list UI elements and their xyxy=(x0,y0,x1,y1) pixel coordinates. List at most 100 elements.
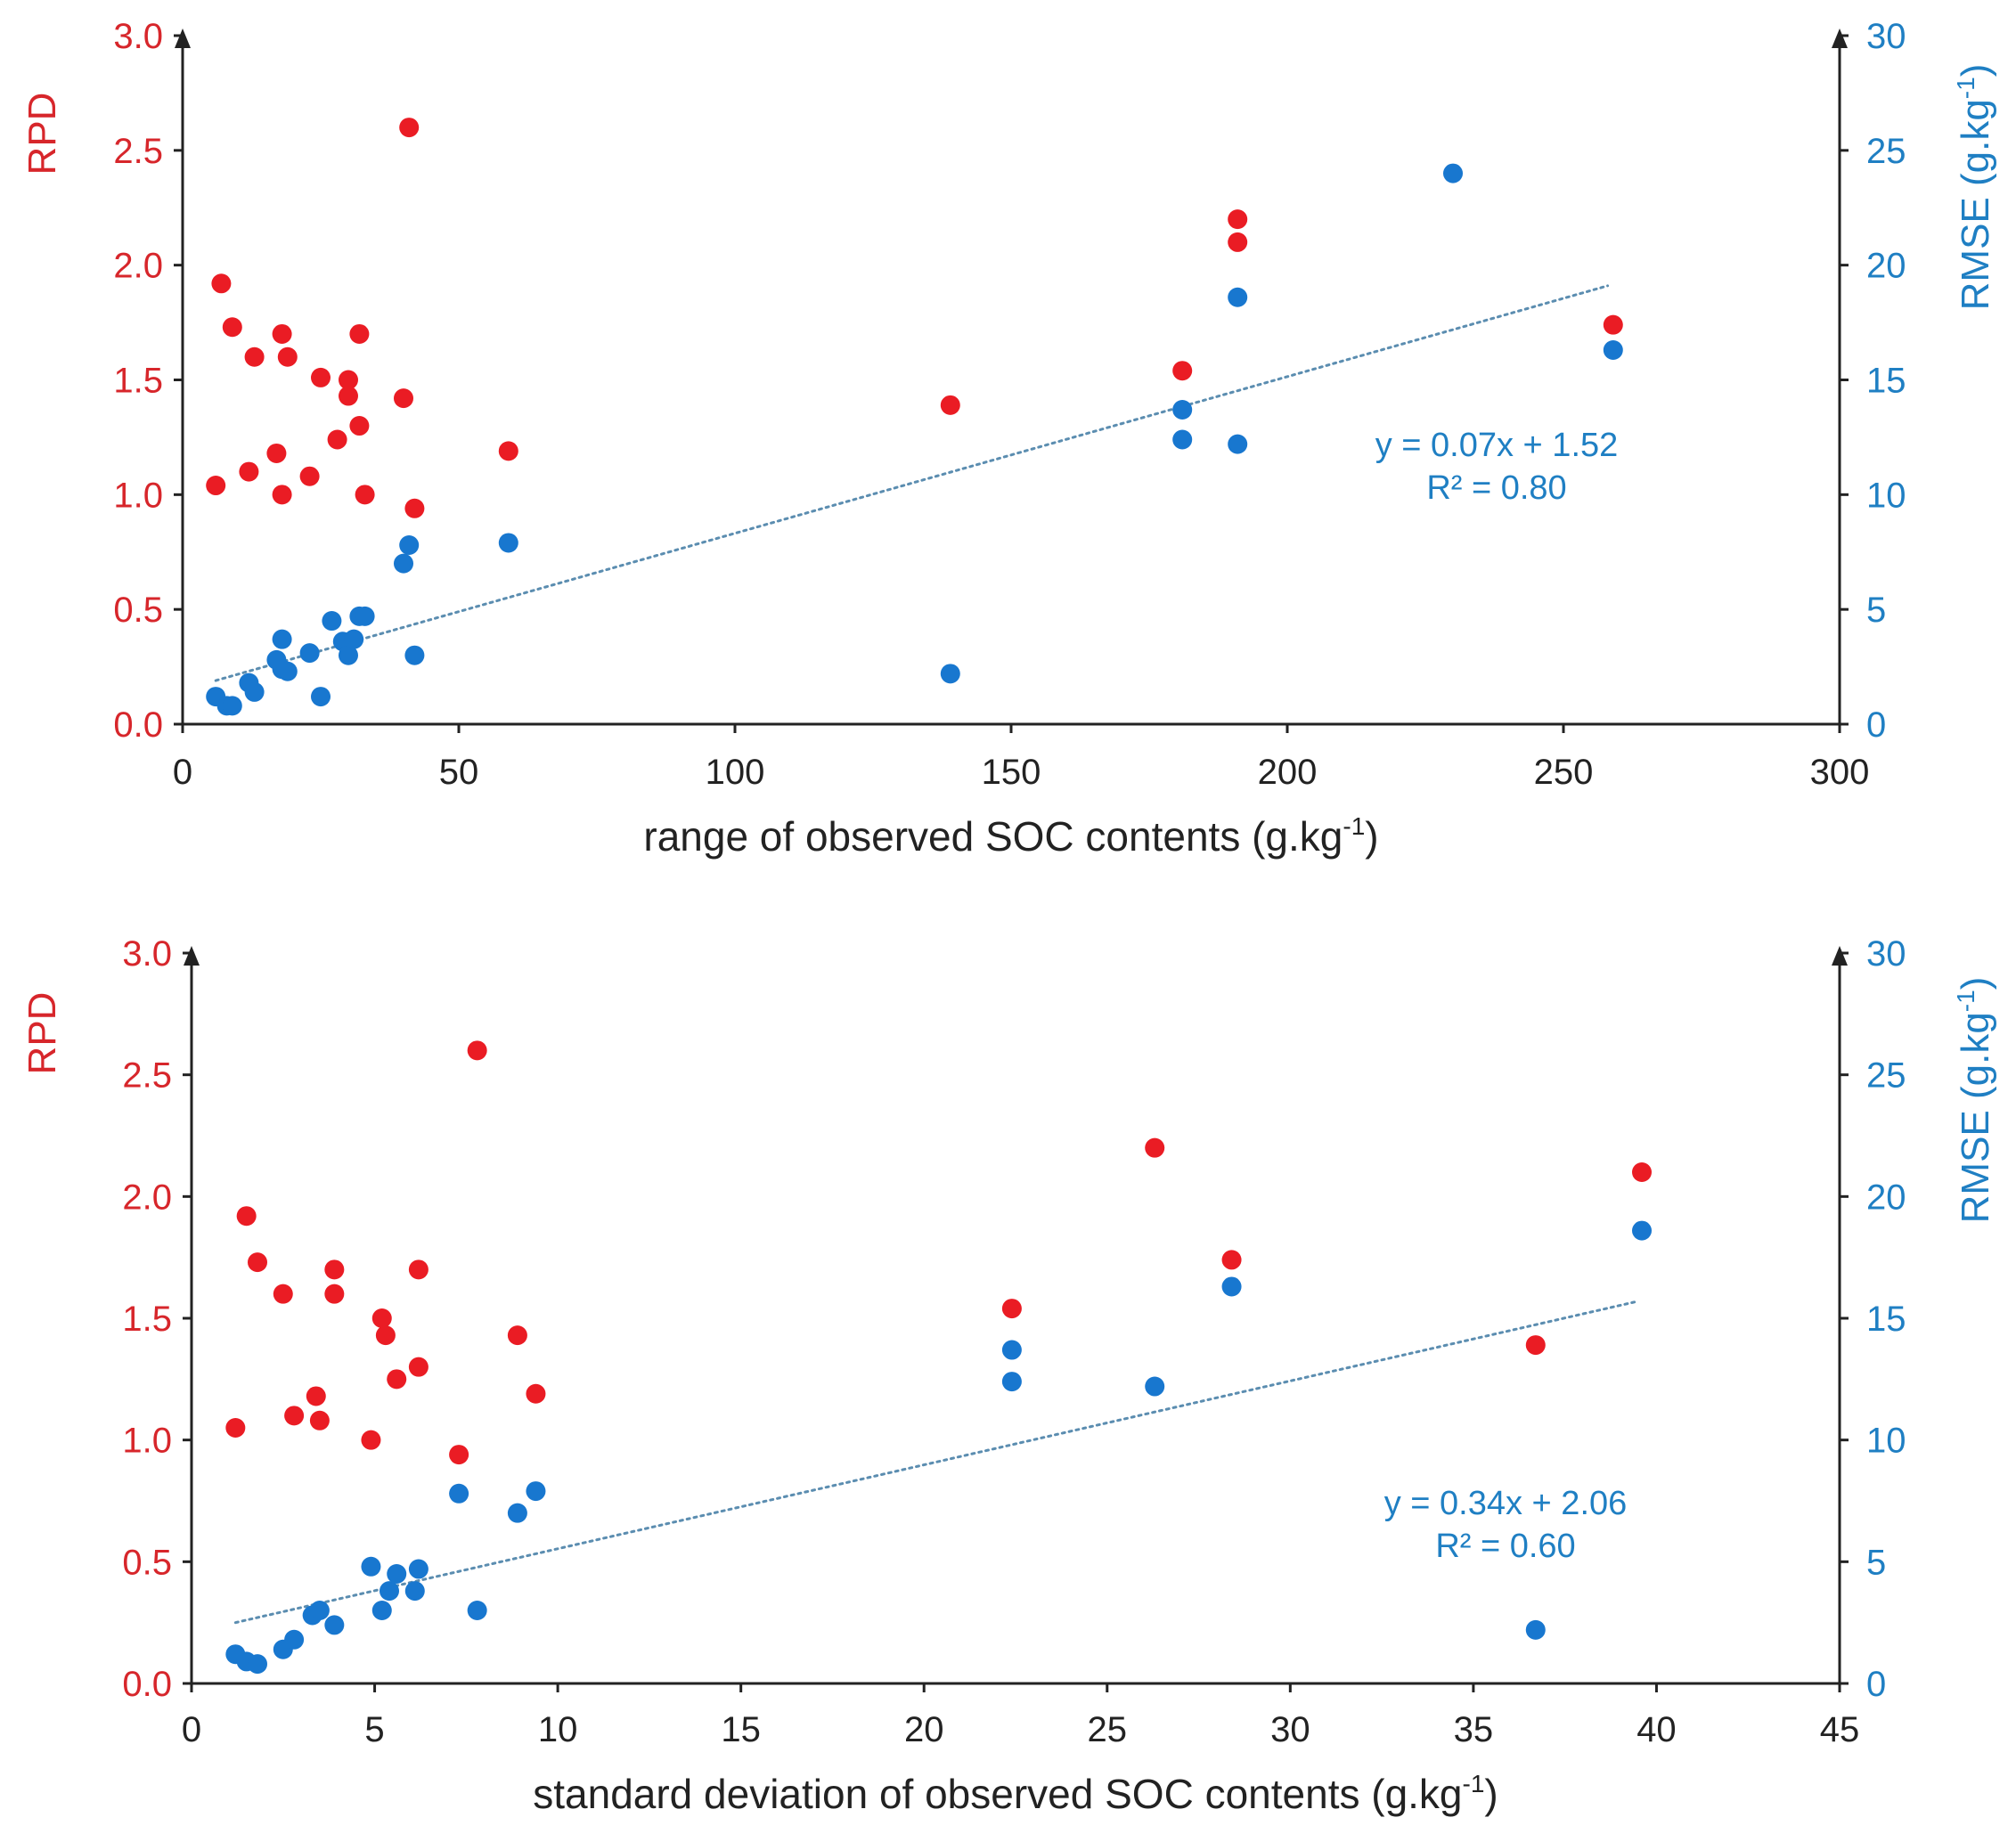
x-tick-label: 200 xyxy=(1258,753,1318,792)
chart-top: 0 50 100 150 200 250 300 0.0 0.5 1.0 1.5 2.0 2.5 3.0 0… xyxy=(20,17,1997,860)
rmse-point xyxy=(277,661,298,681)
rpd-point xyxy=(394,388,413,409)
rmse-point xyxy=(1228,287,1248,307)
y-left-tick-label: 2.5 xyxy=(113,132,163,171)
rmse-point xyxy=(387,1564,407,1584)
rmse-point xyxy=(394,553,413,574)
y-right-tick-label: 20 xyxy=(1866,1178,1906,1217)
y-left-tick-label: 0.0 xyxy=(122,1665,172,1704)
y-axis-left-label: RPD xyxy=(20,992,64,1075)
rmse-point xyxy=(399,535,420,556)
rmse-point xyxy=(371,1601,392,1620)
x-tick-label: 250 xyxy=(1534,753,1594,792)
y-left-tick-label: 1.5 xyxy=(113,362,163,401)
rmse-point xyxy=(322,611,342,632)
y-left-tick-label: 2.0 xyxy=(113,247,163,286)
rpd-point xyxy=(1172,361,1193,381)
rpd-point xyxy=(272,485,292,505)
rpd-point xyxy=(236,1206,257,1227)
rpd-point xyxy=(1632,1162,1652,1182)
rpd-point xyxy=(206,476,226,496)
rpd-point xyxy=(309,1410,330,1430)
rmse-point xyxy=(355,606,375,626)
rmse-point xyxy=(507,1503,527,1523)
y-left-tick-label: 0.5 xyxy=(122,1543,172,1582)
x-tick-label: 30 xyxy=(1270,1710,1310,1749)
rpd-point xyxy=(1145,1137,1165,1158)
rmse-point xyxy=(244,681,265,702)
rpd-point xyxy=(299,466,320,486)
rmse-point xyxy=(1603,340,1623,361)
rmse-point xyxy=(1001,1372,1022,1392)
y-right-tick-label: 5 xyxy=(1866,1543,1886,1582)
x-tick-label: 50 xyxy=(439,753,479,792)
y-left-tick-label: 1.0 xyxy=(122,1422,172,1461)
rmse-point xyxy=(1145,1376,1165,1397)
rpd-point xyxy=(387,1369,407,1390)
y-axis-right-arrow xyxy=(1832,946,1848,966)
y-right-tick-label: 30 xyxy=(1866,17,1906,56)
y-axis-right-label: RMSE (g.kg-1) xyxy=(1952,977,1997,1224)
rmse-point xyxy=(284,1629,305,1650)
x-tick-label: 5 xyxy=(364,1710,384,1749)
y-right-tick-label: 15 xyxy=(1866,362,1906,401)
x-tick-label: 45 xyxy=(1820,1710,1860,1749)
trendline xyxy=(233,1300,1640,1625)
rpd-point xyxy=(248,1252,267,1273)
rmse-point xyxy=(380,1581,399,1602)
trend-equation: y = 0.07x + 1.52 xyxy=(1375,427,1619,464)
rmse-point xyxy=(526,1481,546,1502)
y-right-tick-label: 0 xyxy=(1866,1665,1886,1704)
rpd-point xyxy=(371,1308,392,1328)
rpd-point xyxy=(211,273,232,294)
y-right-tick-label: 5 xyxy=(1866,591,1886,630)
rmse-point xyxy=(299,643,320,664)
rmse-point xyxy=(361,1556,381,1577)
y-right-tick-label: 10 xyxy=(1866,1422,1906,1461)
rpd-point xyxy=(1221,1250,1242,1270)
rpd-point xyxy=(349,416,370,436)
rmse-point xyxy=(1525,1619,1546,1640)
rmse-point xyxy=(344,629,364,649)
trend-equation: y = 0.34x + 2.06 xyxy=(1384,1485,1628,1522)
trend-r-squared: R² = 0.80 xyxy=(1426,469,1566,507)
rpd-point xyxy=(404,498,425,518)
y-left-tick-label: 2.5 xyxy=(122,1056,172,1096)
rmse-point xyxy=(404,645,425,665)
rpd-point xyxy=(339,370,358,390)
rmse-point xyxy=(339,645,358,665)
x-axis-label: standard deviation of observed SOC conte… xyxy=(533,1770,1498,1817)
x-tick-label: 100 xyxy=(706,753,765,792)
rmse-point xyxy=(467,1601,487,1620)
rpd-point xyxy=(940,395,960,415)
y-left-tick-label: 3.0 xyxy=(122,934,172,974)
y-right-tick-label: 25 xyxy=(1866,1056,1906,1096)
y-axis-left-label: RPD xyxy=(20,93,64,175)
rmse-point xyxy=(248,1654,267,1675)
x-tick-label: 40 xyxy=(1636,1710,1677,1749)
rmse-point xyxy=(940,664,960,684)
y-right-tick-label: 30 xyxy=(1866,934,1906,974)
y-left-tick-label: 2.0 xyxy=(122,1178,172,1217)
rmse-point xyxy=(272,629,292,649)
rpd-point xyxy=(349,323,370,344)
y-right-tick-label: 0 xyxy=(1866,705,1886,745)
rpd-point xyxy=(225,1418,246,1438)
x-tick-label: 10 xyxy=(538,1710,578,1749)
rmse-point xyxy=(311,687,331,707)
rpd-point xyxy=(1001,1299,1022,1319)
x-tick-label: 25 xyxy=(1088,1710,1128,1749)
rmse-point xyxy=(498,533,518,553)
x-tick-label: 300 xyxy=(1810,753,1870,792)
rpd-point xyxy=(399,118,420,138)
trend-r-squared: R² = 0.60 xyxy=(1435,1528,1575,1565)
rpd-point xyxy=(306,1386,326,1406)
x-tick-label: 0 xyxy=(182,1710,201,1749)
y-right-tick-label: 10 xyxy=(1866,476,1906,515)
rmse-point xyxy=(324,1615,345,1635)
rpd-point xyxy=(266,443,287,463)
rmse-point xyxy=(1001,1340,1022,1360)
x-tick-label: 35 xyxy=(1454,1710,1494,1749)
rpd-point xyxy=(361,1430,381,1450)
